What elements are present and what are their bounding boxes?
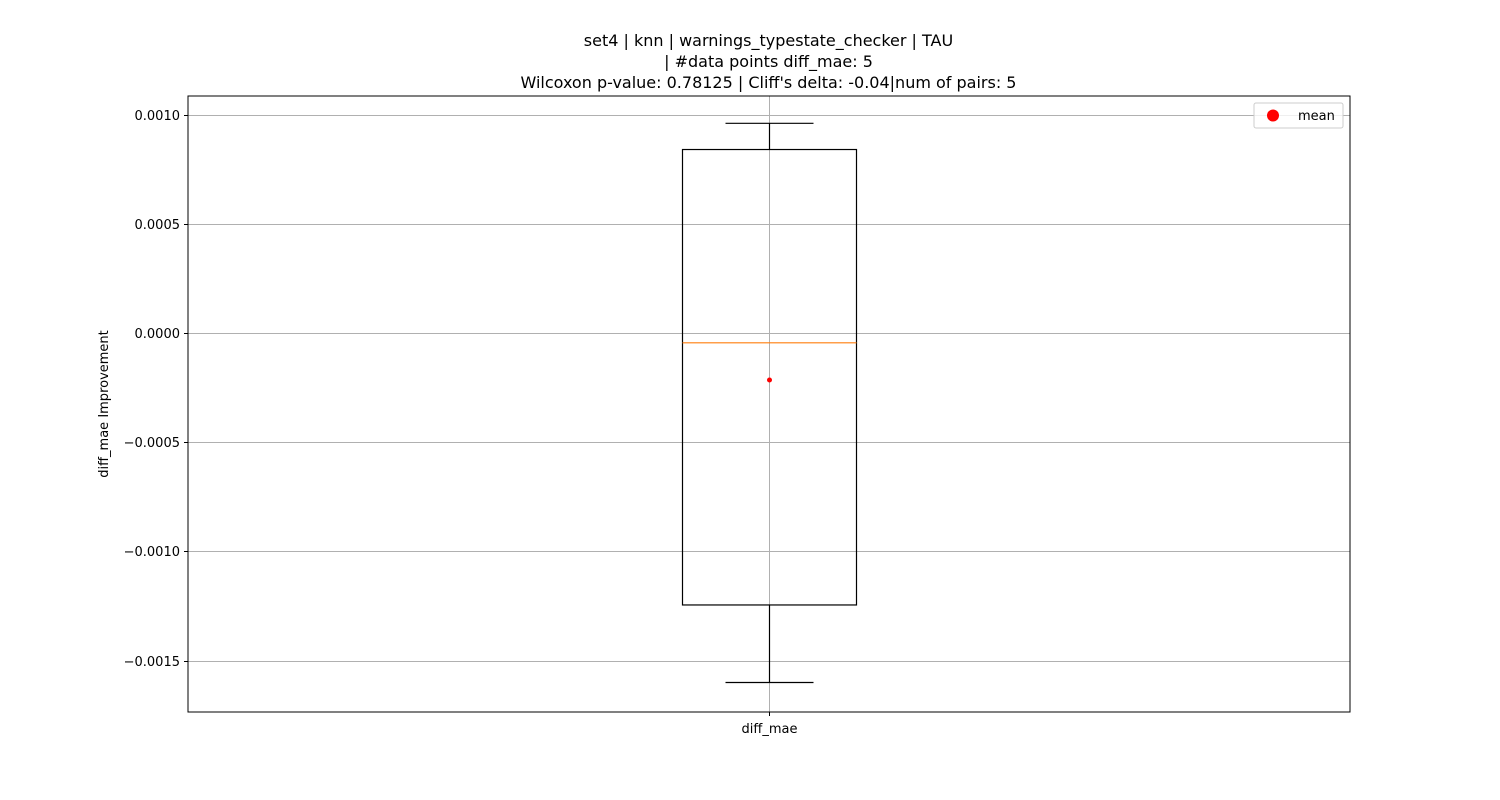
grid-lines bbox=[188, 96, 1350, 712]
x-tick-label: diff_mae bbox=[742, 722, 798, 737]
chart-title-line-1: set4 | knn | warnings_typestate_checker … bbox=[583, 31, 954, 50]
y-tick-label: 0.0010 bbox=[135, 109, 181, 124]
chart-title: set4 | knn | warnings_typestate_checker … bbox=[0, 30, 1500, 93]
y-tick-label: −0.0015 bbox=[124, 655, 180, 670]
y-tick-label: −0.0005 bbox=[124, 436, 180, 451]
y-tick-label: 0.0000 bbox=[135, 327, 181, 342]
legend: mean bbox=[1253, 102, 1344, 129]
chart-title-line-2: | #data points diff_mae: 5 bbox=[664, 52, 873, 71]
legend-mean-marker bbox=[1267, 109, 1279, 122]
y-tick-label: −0.0010 bbox=[124, 545, 180, 560]
mean-marker bbox=[767, 377, 772, 383]
legend-mean-label: mean bbox=[1298, 109, 1335, 124]
y-axis-label: diff_mae Improvement bbox=[97, 330, 112, 478]
y-tick-label: 0.0005 bbox=[135, 218, 181, 233]
legend-frame bbox=[1253, 102, 1344, 129]
axis-ticks: −0.0015 −0.0010 −0.0005 0.0000 0.0005 0.0010 d… bbox=[124, 109, 798, 737]
boxplot-series bbox=[681, 122, 858, 684]
chart-title-line-3: Wilcoxon p-value: 0.78125 | Cliff's delt… bbox=[520, 73, 1017, 92]
